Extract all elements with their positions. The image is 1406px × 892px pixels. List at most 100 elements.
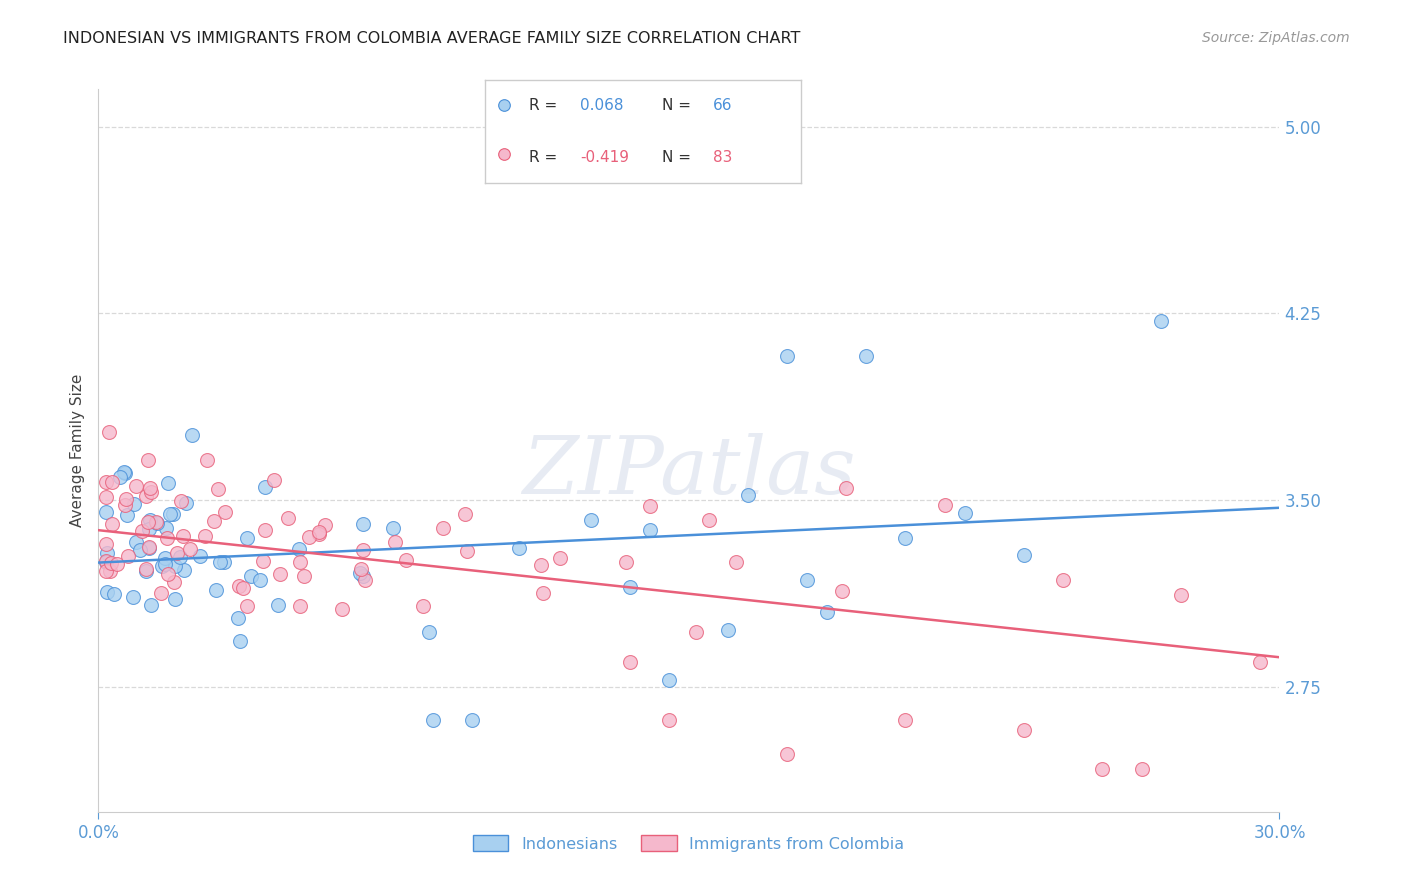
Point xyxy=(169,549,191,564)
Point xyxy=(139,481,162,495)
Point xyxy=(96,554,118,568)
Point xyxy=(697,513,720,527)
Point xyxy=(240,568,263,582)
Point xyxy=(292,569,315,583)
Point xyxy=(150,558,173,573)
Point xyxy=(207,482,229,496)
Point xyxy=(894,531,917,545)
Point xyxy=(229,634,252,648)
Point xyxy=(141,598,163,612)
Point xyxy=(96,564,118,578)
Point xyxy=(249,573,271,587)
Point xyxy=(205,582,228,597)
Point xyxy=(638,500,661,514)
Legend: Indonesians, Immigrants from Colombia: Indonesians, Immigrants from Colombia xyxy=(467,829,911,858)
Point xyxy=(619,655,641,669)
Point xyxy=(100,556,122,570)
Point xyxy=(98,425,121,440)
Point xyxy=(531,585,554,599)
Point xyxy=(796,573,818,587)
Text: N =: N = xyxy=(662,150,692,165)
Point xyxy=(254,480,277,494)
Point xyxy=(195,453,218,467)
Point xyxy=(135,564,157,578)
Point xyxy=(290,555,312,569)
Text: R =: R = xyxy=(529,98,558,113)
Point xyxy=(117,508,139,523)
Point xyxy=(194,528,217,542)
Point xyxy=(1130,763,1153,777)
Point xyxy=(894,713,917,727)
Point xyxy=(138,541,160,555)
Point xyxy=(548,550,571,565)
Point xyxy=(96,504,118,518)
Point xyxy=(835,481,858,495)
Point xyxy=(454,508,477,522)
Point xyxy=(110,470,132,484)
Text: Source: ZipAtlas.com: Source: ZipAtlas.com xyxy=(1202,31,1350,45)
Point xyxy=(138,522,160,536)
Point xyxy=(162,507,184,521)
Point xyxy=(114,466,136,480)
Point xyxy=(139,485,162,500)
Point xyxy=(150,586,173,600)
Point xyxy=(96,546,118,560)
Point xyxy=(953,506,976,520)
Point xyxy=(1012,548,1035,562)
Text: R =: R = xyxy=(529,150,558,165)
Point xyxy=(112,465,135,479)
Point xyxy=(269,567,291,582)
Point xyxy=(384,535,406,549)
Point xyxy=(619,581,641,595)
Point xyxy=(153,550,176,565)
Point xyxy=(267,598,290,612)
Point xyxy=(101,475,124,489)
Point xyxy=(418,625,440,640)
Point xyxy=(658,713,681,727)
Point xyxy=(658,673,681,687)
Point xyxy=(1249,655,1271,669)
Y-axis label: Average Family Size: Average Family Size xyxy=(69,374,84,527)
Point xyxy=(724,555,747,569)
Point xyxy=(508,541,530,555)
Point xyxy=(352,517,374,532)
Point xyxy=(159,507,181,521)
Point xyxy=(737,488,759,502)
Point xyxy=(125,535,148,549)
Point xyxy=(96,537,118,551)
Point xyxy=(776,349,799,363)
Point xyxy=(685,625,707,640)
Point xyxy=(98,564,121,578)
Text: 0.068: 0.068 xyxy=(579,98,623,113)
Point xyxy=(456,543,478,558)
Point xyxy=(163,574,186,589)
Point xyxy=(530,558,553,572)
Point xyxy=(228,579,250,593)
Point xyxy=(298,530,321,544)
Point xyxy=(179,542,201,557)
Point xyxy=(1052,573,1074,587)
Point xyxy=(138,515,160,529)
Point xyxy=(638,523,661,537)
Point xyxy=(831,584,853,599)
Point xyxy=(115,492,138,507)
Point xyxy=(263,473,285,487)
Point xyxy=(155,531,177,545)
Point xyxy=(308,527,330,541)
Point xyxy=(214,505,236,519)
Point xyxy=(352,569,374,583)
Point xyxy=(352,543,374,558)
Point xyxy=(96,555,118,569)
Point xyxy=(934,498,956,512)
Point xyxy=(135,562,157,576)
Point xyxy=(165,559,187,574)
Point xyxy=(181,427,204,442)
Point xyxy=(122,590,145,604)
Text: 66: 66 xyxy=(713,98,733,113)
Point xyxy=(579,513,602,527)
Point xyxy=(717,623,740,637)
Point xyxy=(290,599,312,613)
Point xyxy=(166,546,188,560)
Point xyxy=(122,498,145,512)
Point xyxy=(131,524,153,538)
